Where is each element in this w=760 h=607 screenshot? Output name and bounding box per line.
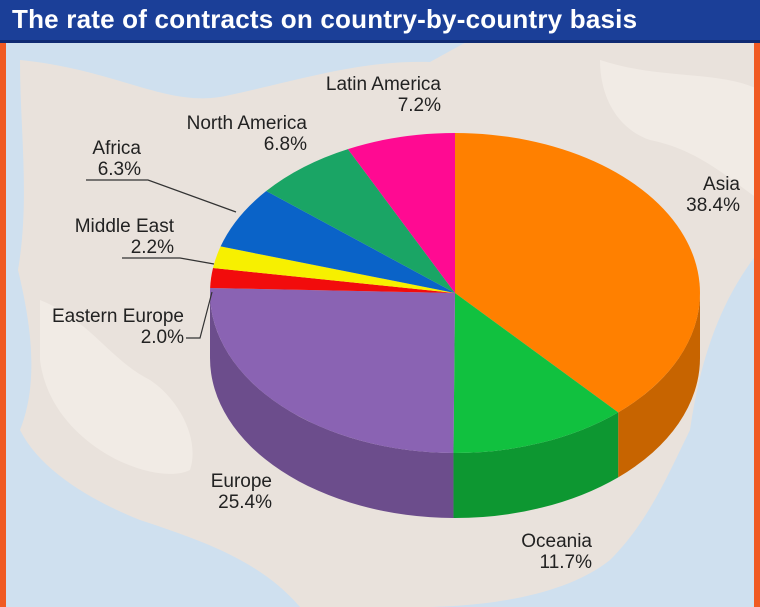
- pie-slice-europe: [209, 287, 455, 453]
- pie-slice-north-america: [266, 149, 455, 293]
- slice-label-value: 2.0%: [141, 327, 184, 348]
- slice-label-name: Africa: [92, 138, 141, 159]
- slice-label-name: Europe: [211, 471, 272, 492]
- slice-label-name: Latin America: [326, 74, 442, 95]
- slice-label-name: Oceania: [521, 531, 592, 552]
- leader-line: [86, 179, 237, 213]
- pie-slice-asia: [455, 133, 701, 413]
- leader-line: [186, 291, 213, 339]
- map-landmass: [600, 60, 760, 200]
- slice-label-value: 2.2%: [131, 237, 174, 258]
- slice-label-value: 38.4%: [686, 195, 740, 216]
- slice-label-name: Asia: [703, 174, 740, 195]
- pie-slice-side: [453, 412, 619, 518]
- slice-label-name: North America: [187, 113, 308, 134]
- slice-label-value: 25.4%: [218, 492, 272, 513]
- slice-label-value: 11.7%: [540, 552, 593, 573]
- title-bar: The rate of contracts on country-by-coun…: [0, 0, 760, 43]
- leader-lines: [86, 179, 237, 339]
- pie-slice-latin-america: [347, 133, 455, 293]
- pie-slice-side: [618, 293, 700, 478]
- frame-accent-left: [0, 40, 6, 607]
- chart-title: The rate of contracts on country-by-coun…: [12, 4, 638, 34]
- slice-label-name: Middle East: [75, 216, 175, 237]
- pie-slice-oceania: [453, 293, 619, 453]
- pie-slices: [209, 133, 701, 453]
- pie-slice-eastern-europe: [210, 267, 455, 293]
- slice-label-name: Eastern Europe: [52, 306, 184, 327]
- frame-accent-right: [754, 40, 760, 607]
- pie-slice-side: [210, 293, 454, 518]
- pie-slice-middle-east: [213, 246, 455, 293]
- pie-sides: [210, 293, 700, 518]
- slice-label-value: 6.8%: [264, 134, 307, 155]
- pie-slice-africa: [220, 191, 455, 293]
- slice-label-value: 6.3%: [98, 159, 141, 180]
- leader-line: [122, 257, 215, 265]
- map-landmass: [40, 300, 193, 474]
- slice-label-value: 7.2%: [398, 95, 441, 116]
